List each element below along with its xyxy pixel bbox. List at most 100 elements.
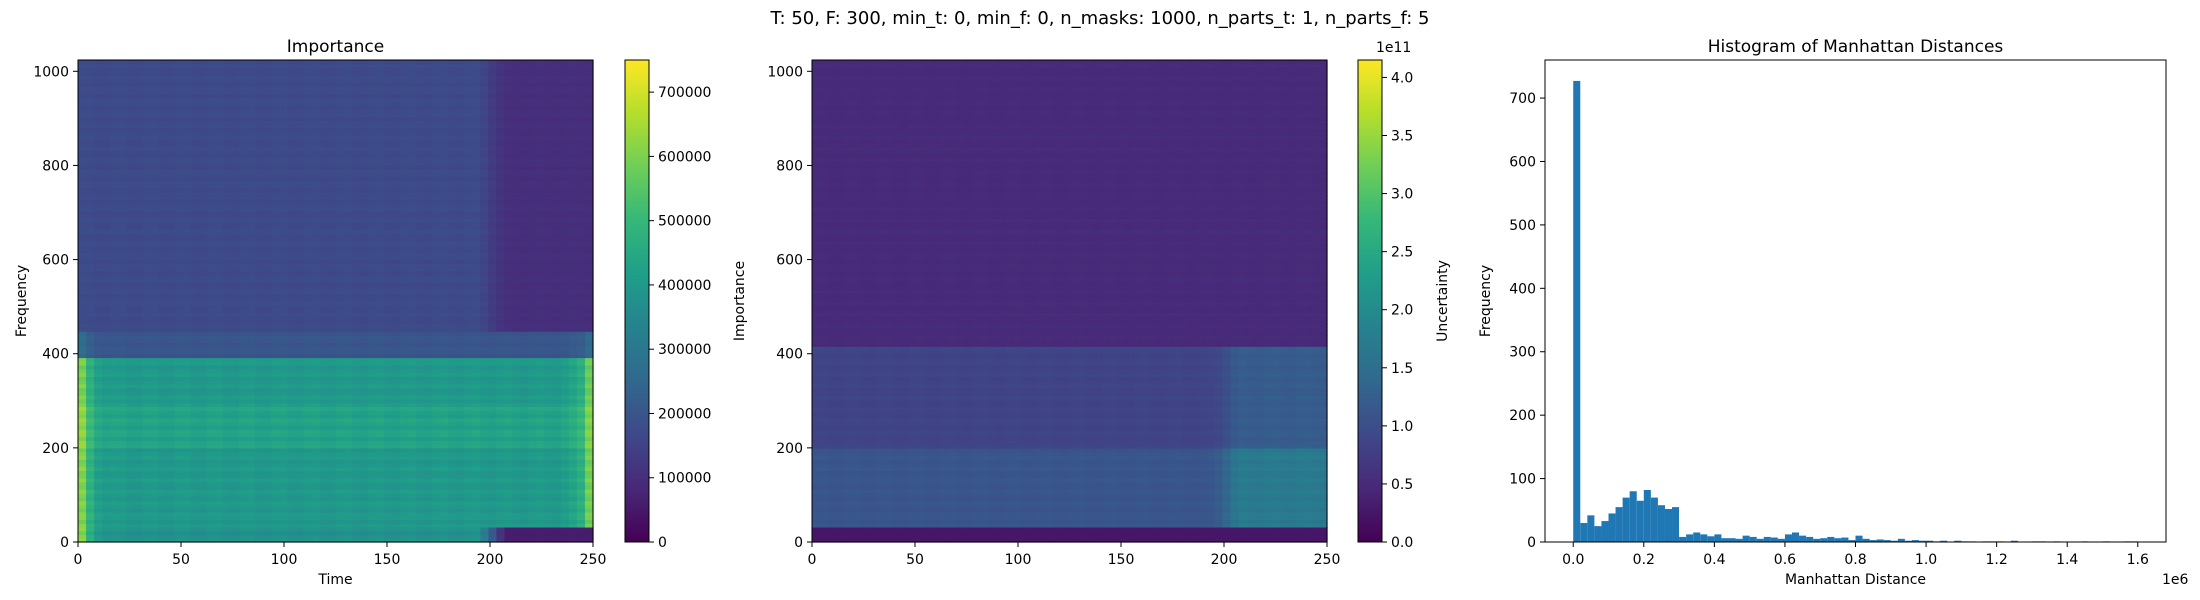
heatmap-cell bbox=[166, 255, 176, 261]
heatmap-cell bbox=[214, 462, 224, 468]
heatmap-cell bbox=[279, 252, 288, 257]
heatmap-cell bbox=[343, 459, 353, 464]
heatmap-cell bbox=[424, 349, 433, 355]
heatmap-cell bbox=[94, 459, 103, 464]
heatmap-cell bbox=[335, 267, 345, 272]
heatmap-cell bbox=[351, 470, 361, 475]
heatmap-cell bbox=[560, 255, 570, 261]
heatmap-cell bbox=[512, 429, 522, 434]
heatmap-cell bbox=[238, 436, 248, 441]
heatmap-cell bbox=[158, 538, 168, 543]
heatmap-cell bbox=[287, 327, 296, 332]
heatmap-cell bbox=[174, 301, 184, 306]
heatmap-cell bbox=[142, 255, 152, 261]
heatmap-cell bbox=[464, 316, 473, 321]
heatmap-cell bbox=[94, 519, 103, 524]
heatmap-cell bbox=[375, 263, 385, 268]
heatmap-cell bbox=[158, 455, 168, 460]
heatmap-cell bbox=[399, 293, 409, 298]
heatmap-cell bbox=[472, 387, 481, 392]
heatmap-cell bbox=[552, 357, 562, 362]
heatmap-cell bbox=[263, 398, 272, 404]
heatmap-cell bbox=[415, 252, 425, 257]
heatmap-cell bbox=[295, 353, 304, 359]
heatmap-cell bbox=[568, 421, 578, 426]
heatmap-cell bbox=[198, 402, 208, 408]
heatmap-cell bbox=[134, 425, 143, 430]
heatmap-cell bbox=[536, 421, 546, 426]
heatmap-cell bbox=[440, 425, 449, 430]
heatmap-cell bbox=[351, 402, 361, 408]
heatmap-cell bbox=[263, 376, 272, 381]
heatmap-cell bbox=[279, 338, 288, 344]
heatmap-cell bbox=[407, 466, 417, 472]
heatmap-cell bbox=[399, 346, 409, 351]
heatmap-cell bbox=[375, 481, 385, 487]
heatmap-cell bbox=[230, 293, 240, 298]
heatmap-cell bbox=[440, 319, 449, 325]
heatmap-cell bbox=[303, 327, 312, 332]
heatmap-cell bbox=[110, 440, 119, 445]
heatmap-cell bbox=[544, 451, 554, 456]
heatmap-cell bbox=[472, 538, 481, 543]
heatmap-cell bbox=[536, 383, 546, 389]
heatmap-cell bbox=[271, 297, 280, 302]
heatmap-cell bbox=[584, 534, 594, 539]
heatmap-cell bbox=[520, 259, 530, 264]
heatmap-cell bbox=[440, 508, 449, 513]
heatmap-cell bbox=[126, 538, 135, 543]
heatmap-cell bbox=[536, 353, 546, 359]
heatmap-cell bbox=[238, 323, 248, 328]
heatmap-cell bbox=[110, 481, 119, 487]
heatmap-cell bbox=[456, 361, 465, 366]
heatmap-cell bbox=[158, 436, 168, 441]
heatmap-cell bbox=[440, 398, 449, 404]
heatmap-cell bbox=[391, 297, 401, 302]
heatmap-cell bbox=[335, 526, 345, 532]
heatmap-cell bbox=[560, 519, 570, 524]
heatmap-cell bbox=[150, 365, 160, 370]
heatmap-cell bbox=[303, 323, 312, 328]
heatmap-cell bbox=[287, 413, 296, 419]
heatmap-cell bbox=[424, 538, 433, 543]
heatmap-cell bbox=[536, 248, 546, 253]
heatmap-cell bbox=[311, 451, 321, 456]
heatmap-cell bbox=[118, 526, 127, 532]
heatmap-cell bbox=[512, 274, 522, 280]
heatmap-cell bbox=[375, 485, 385, 490]
heatmap-cell bbox=[544, 301, 554, 306]
heatmap-cell bbox=[504, 496, 514, 502]
heatmap-cell bbox=[343, 331, 353, 336]
heatmap-cell bbox=[166, 485, 176, 490]
heatmap-cell bbox=[544, 267, 554, 272]
heatmap-cell bbox=[375, 308, 385, 313]
heatmap-cell bbox=[150, 500, 160, 505]
heatmap-cell bbox=[496, 357, 506, 362]
heatmap-cell bbox=[255, 319, 264, 325]
heatmap-cell bbox=[287, 304, 296, 310]
heatmap-cell bbox=[255, 496, 264, 502]
heatmap-cell bbox=[568, 376, 578, 381]
heatmap-cell bbox=[222, 368, 232, 374]
heatmap-cell bbox=[496, 398, 506, 404]
heatmap-cell bbox=[351, 477, 361, 483]
heatmap-cell bbox=[263, 504, 272, 509]
heatmap-cell bbox=[142, 365, 152, 370]
heatmap-cell bbox=[391, 511, 401, 517]
heatmap-cell bbox=[158, 395, 168, 400]
heatmap-cell bbox=[287, 470, 296, 475]
heatmap-cell bbox=[568, 391, 578, 396]
heatmap-cell bbox=[399, 440, 409, 445]
heatmap-cell bbox=[383, 425, 393, 430]
heatmap-cell bbox=[166, 395, 176, 400]
heatmap-cell bbox=[311, 289, 321, 295]
heatmap-cell bbox=[311, 410, 321, 415]
heatmap-cell bbox=[448, 319, 457, 325]
heatmap-cell bbox=[528, 425, 538, 430]
heatmap-cell bbox=[432, 459, 441, 464]
heatmap-cell bbox=[255, 425, 264, 430]
heatmap-cell bbox=[174, 474, 184, 479]
heatmap-cell bbox=[391, 380, 401, 385]
heatmap-cell bbox=[126, 353, 135, 359]
heatmap-cell bbox=[520, 432, 530, 438]
